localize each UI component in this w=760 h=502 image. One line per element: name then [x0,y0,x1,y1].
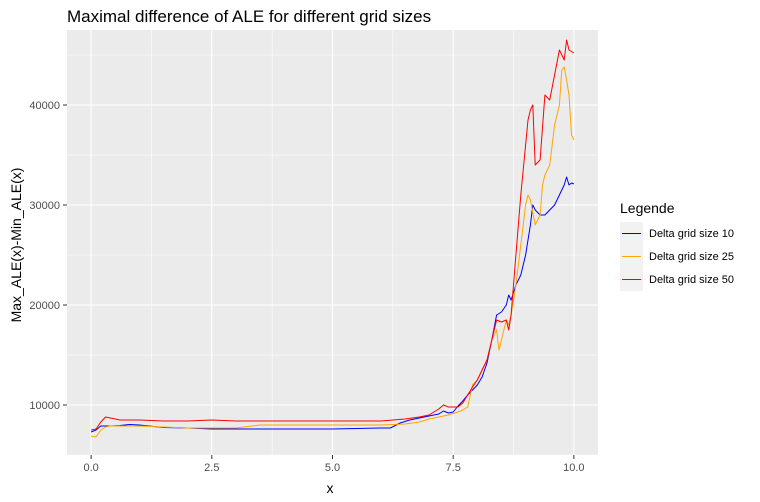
chart-title: Maximal difference of ALE for different … [67,7,431,26]
x-tick-label: 2.5 [204,462,219,474]
legend-item-label: Delta grid size 25 [649,251,734,263]
legend-item-label: Delta grid size 10 [649,228,734,240]
y-tick-label: 30000 [29,200,60,212]
axes: 0.0 2.5 5.0 7.5 10.0 10000 20000 30000 40000 [29,100,584,474]
legend: Legende Delta grid size 10 Delta grid siz… [620,200,734,291]
x-tick-label: 5.0 [325,462,340,474]
y-axis-title: Max_ALE(x)-Min_ALE(x) [8,168,24,323]
x-tick-label: 10.0 [563,462,584,474]
y-tick-label: 40000 [29,100,60,112]
x-tick-label: 0.0 [83,462,98,474]
x-tick-label: 7.5 [446,462,461,474]
x-axis-title: x [327,480,334,496]
legend-title: Legende [620,200,675,216]
series-line-3 [91,39,575,431]
y-tick-label: 20000 [29,300,60,312]
legend-item-label: Delta grid size 50 [649,274,734,286]
y-tick-label: 10000 [29,400,60,412]
plot-panel [67,30,598,456]
